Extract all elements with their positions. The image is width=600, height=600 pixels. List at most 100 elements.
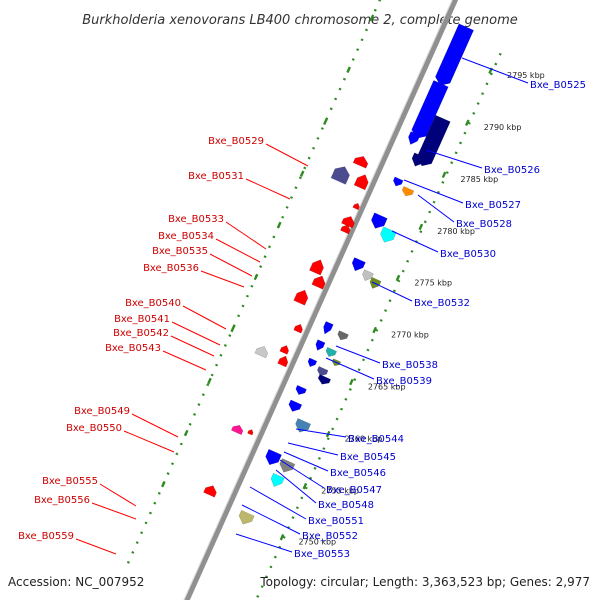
tick-mark-inner [369, 14, 375, 21]
gene-leader-line [461, 57, 529, 84]
gene-feature-reverse [295, 384, 307, 395]
gene-feature-reverse [416, 114, 451, 167]
gene-label-reverse: Bxe_B0532 [414, 298, 470, 309]
tick-dot-inner [298, 176, 302, 180]
tick-dot-inner [197, 403, 201, 406]
gene-feature-reverse [380, 226, 397, 243]
gene-label-reverse: Bxe_B0552 [302, 531, 358, 542]
tick-dot-outer [353, 378, 357, 381]
tick-dot-outer [282, 535, 286, 539]
tick-dot-inner [320, 127, 324, 130]
gene-feature-reverse [393, 176, 404, 187]
genome-stats-text: Topology: circular; Length: 3,363,523 bp… [259, 575, 590, 589]
gene-feature-forward [309, 259, 324, 276]
gene-label-forward: Bxe_B0535 [152, 246, 208, 257]
gene-leader-line [265, 143, 309, 167]
tick-label: 2790 kbp [484, 123, 522, 132]
gene-leader-line [75, 538, 117, 555]
gene-leader-line [249, 486, 307, 520]
tick-dot-outer [445, 171, 449, 174]
tick-label: 2795 kbp [507, 71, 545, 80]
tick-dot-outer [379, 319, 383, 322]
gene-label-reverse: Bxe_B0546 [330, 468, 386, 479]
tick-label: 2785 kbp [461, 175, 499, 184]
tick-mark-outer [372, 326, 378, 334]
gene-feature-reverse [323, 321, 334, 335]
gene-label-forward: Bxe_B0550 [66, 423, 122, 434]
tick-dot-inner [334, 97, 338, 101]
gene-feature-reverse [295, 418, 312, 433]
tick-dot-inner [166, 472, 170, 475]
tick-dot-inner [263, 255, 267, 259]
tick-dot-outer [410, 250, 414, 253]
tick-dot-inner [223, 344, 227, 347]
gene-label-forward: Bxe_B0540 [125, 298, 181, 309]
gene-leader-line [91, 502, 137, 520]
tick-mark-outer [302, 482, 308, 490]
gene-feature-forward [254, 346, 269, 359]
tick-dot-outer [384, 309, 388, 312]
tick-dot-inner [237, 314, 241, 318]
gene-feature-forward [352, 202, 360, 211]
tick-dot-inner [140, 531, 144, 535]
gene-feature-forward [230, 424, 244, 436]
gene-leader-line [283, 451, 329, 472]
gene-feature-forward [341, 216, 355, 229]
gene-feature-reverse [371, 212, 388, 229]
tick-dot-inner [215, 363, 219, 367]
tick-dot-outer [485, 82, 489, 86]
tick-dot-inner [179, 442, 183, 446]
tick-dot-outer [454, 151, 458, 155]
tick-dot-inner [193, 413, 197, 416]
tick-mark-inner [230, 325, 236, 333]
gene-feature-reverse [362, 269, 374, 282]
tick-dot-inner [285, 205, 289, 209]
gene-feature-reverse [315, 339, 326, 351]
tick-dot-outer [322, 447, 326, 450]
gene-label-forward: Bxe_B0555 [42, 476, 98, 487]
accession-text: Accession: NC_007952 [8, 575, 144, 589]
tick-dot-inner [290, 196, 294, 199]
tick-dot-outer [423, 220, 427, 224]
gene-feature-reverse [265, 448, 282, 466]
tick-dot-inner [307, 156, 311, 160]
tick-dot-outer [339, 407, 343, 411]
gene-label-forward: Bxe_B0534 [158, 231, 214, 242]
gene-leader-line [182, 305, 227, 330]
tick-dot-outer [300, 496, 304, 500]
tick-dot-inner [175, 452, 179, 456]
tick-label: 2770 kbp [391, 330, 429, 339]
backbone-layer [183, 0, 459, 600]
tick-dot-outer [472, 111, 476, 115]
gene-leader-line [225, 221, 267, 250]
tick-dot-inner [364, 28, 368, 32]
gene-leader-line [335, 345, 381, 364]
tick-dot-inner [356, 48, 360, 52]
tick-mark-outer [349, 378, 354, 386]
tick-dot-outer [494, 62, 498, 66]
tick-dot-inner [210, 373, 214, 377]
tick-dot-outer [295, 506, 299, 510]
gene-leader-line [295, 428, 347, 438]
tick-dot-outer [357, 368, 361, 372]
tick-label: 2755 kbp [321, 486, 359, 495]
gene-leader-line [417, 194, 455, 223]
tick-dot-inner [153, 501, 157, 505]
gene-label-reverse: Bxe_B0530 [440, 249, 496, 260]
gene-feature-forward [203, 485, 217, 498]
gene-leader-line [171, 321, 221, 346]
gene-feature-reverse [270, 472, 285, 487]
tick-dot-outer [388, 299, 392, 303]
tick-label: 2760 kbp [345, 434, 383, 443]
tick-dot-inner [312, 146, 316, 150]
tick-dot-outer [362, 358, 366, 362]
gene-label-forward: Bxe_B0529 [208, 136, 264, 147]
gene-feature-forward [293, 289, 309, 306]
gene-feature-reverse [337, 330, 349, 341]
tick-mark-inner [183, 429, 189, 437]
gene-label-forward: Bxe_B0531 [188, 171, 244, 182]
gene-label-forward: Bxe_B0533 [168, 214, 224, 225]
gene-label-forward: Bxe_B0543 [105, 343, 161, 354]
gene-leader-line [162, 350, 207, 371]
tick-dot-inner [201, 393, 205, 397]
